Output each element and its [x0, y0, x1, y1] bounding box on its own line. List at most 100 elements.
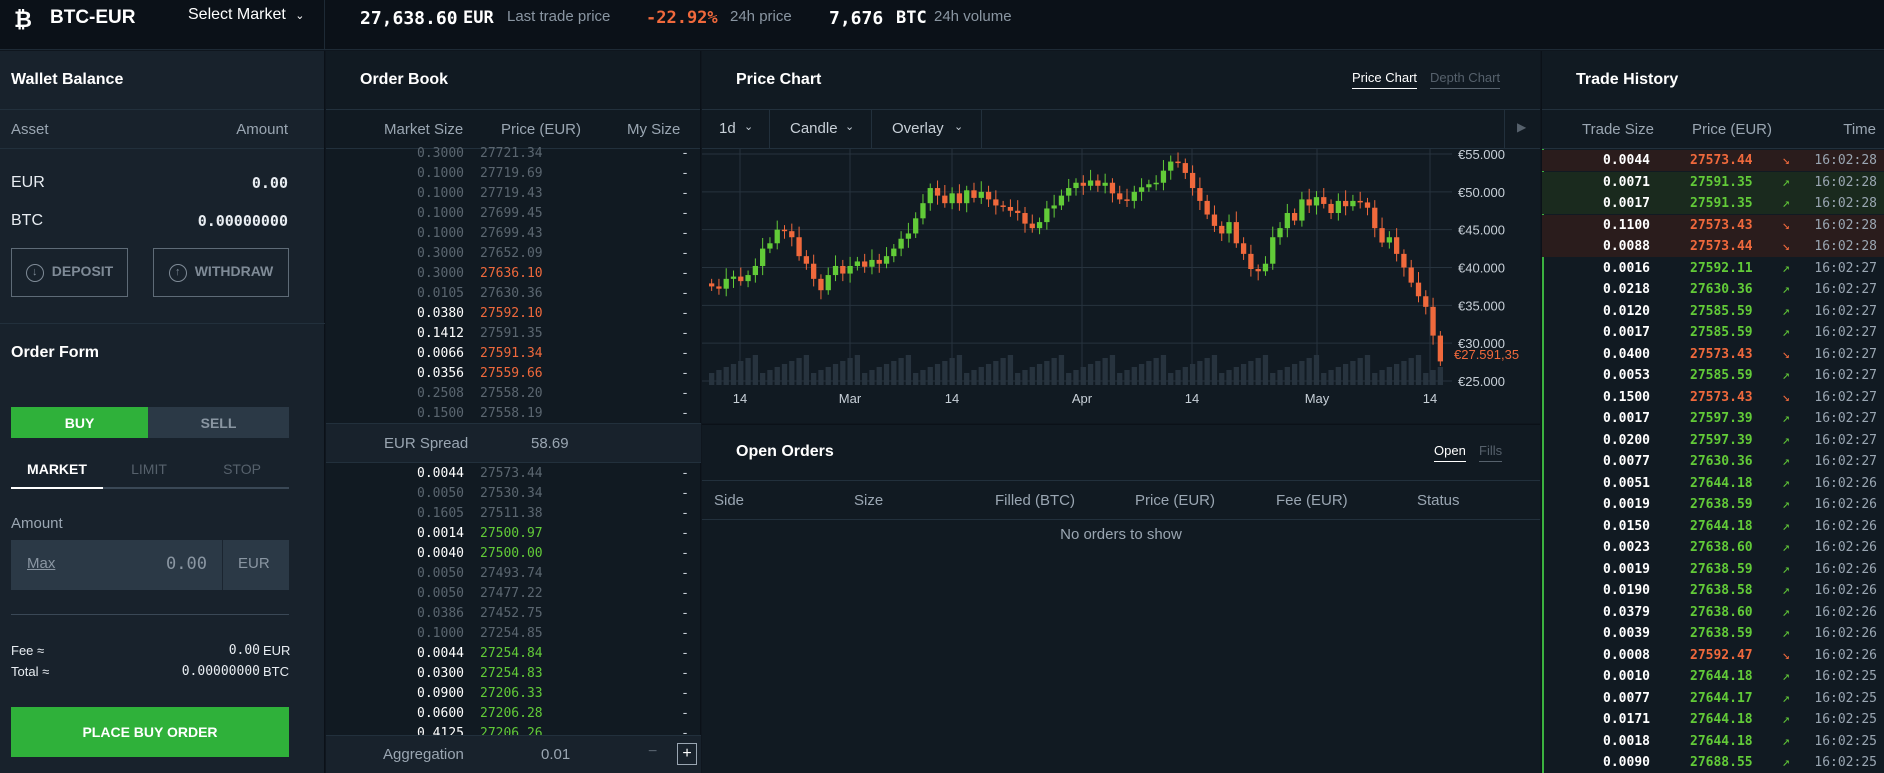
trade-row[interactable]: 0.0051 27644.18 ↗ 16:02:26 — [1542, 473, 1884, 494]
bid-row[interactable]: 0.1000 27254.85 - — [326, 623, 701, 643]
place-buy-order-button[interactable]: PLACE BUY ORDER — [11, 707, 289, 757]
bid-row[interactable]: 0.0014 27500.97 - — [326, 523, 701, 543]
trade-row[interactable]: 0.0400 27573.43 ↘ 16:02:27 — [1542, 344, 1884, 365]
trade-row[interactable]: 0.0010 27644.18 ↗ 16:02:25 — [1542, 666, 1884, 687]
tab-price-chart[interactable]: Price Chart — [1352, 70, 1418, 89]
tab-limit[interactable]: LIMIT — [131, 461, 167, 477]
trade-row[interactable]: 0.0120 27585.59 ↗ 16:02:27 — [1542, 301, 1884, 322]
trade-row[interactable]: 0.0017 27591.35 ↗ 16:02:28 — [1542, 193, 1884, 214]
amount-input[interactable]: 0.00 — [166, 554, 207, 574]
price: 27719.43 — [480, 186, 543, 201]
trade-row[interactable]: 0.0044 27573.44 ↘ 16:02:28 — [1542, 150, 1884, 171]
bid-row[interactable]: 0.0600 27206.28 - — [326, 703, 701, 723]
select-market-dropdown[interactable]: Select Market ⌄ — [188, 6, 304, 24]
tab-depth-chart[interactable]: Depth Chart — [1430, 70, 1501, 89]
deposit-button[interactable]: ↓ DEPOSIT — [11, 248, 128, 297]
total-currency: BTC — [263, 664, 289, 679]
bid-row[interactable]: 0.0044 27254.84 - — [326, 643, 701, 663]
trade-row[interactable]: 0.1100 27573.43 ↘ 16:02:28 — [1542, 214, 1884, 236]
trade-row[interactable]: 0.0150 27644.18 ↗ 16:02:26 — [1542, 516, 1884, 537]
candle-body — [1175, 161, 1181, 164]
candle-body — [876, 259, 882, 264]
bid-row[interactable]: 0.0050 27493.74 - — [326, 563, 701, 583]
trade-row[interactable]: 0.0077 27630.36 ↗ 16:02:27 — [1542, 451, 1884, 472]
trade-row[interactable]: 0.0379 27638.60 ↗ 16:02:26 — [1542, 602, 1884, 623]
trade-row[interactable]: 0.0018 27644.18 ↗ 16:02:25 — [1542, 731, 1884, 752]
max-link[interactable]: Max — [27, 555, 56, 572]
arrow-up-right-icon: ↗ — [1782, 561, 1790, 577]
trade-row[interactable]: 0.1500 27573.43 ↘ 16:02:27 — [1542, 387, 1884, 408]
trade-price: 27592.11 — [1690, 260, 1753, 276]
wallet-amount-eur: 0.00 — [251, 174, 288, 192]
bid-row[interactable]: 0.0050 27477.22 - — [326, 583, 701, 603]
price: 27630.36 — [480, 286, 543, 301]
candlestick-chart[interactable]: €55.000 €50.000 €45.000 €40.000 €35.000 €30.0… — [702, 149, 1540, 423]
price: 27592.10 — [480, 306, 543, 321]
ask-row[interactable]: 0.0380 27592.10 - — [326, 303, 701, 323]
aggregation-minus-button[interactable]: − — [648, 743, 658, 760]
tab-market[interactable]: MARKET — [27, 461, 87, 477]
ask-row[interactable]: 0.0066 27591.34 - — [326, 343, 701, 363]
interval-dropdown[interactable]: 1d ⌄ — [702, 110, 770, 148]
trade-price: 27638.59 — [1690, 626, 1753, 641]
candle-body — [934, 188, 941, 196]
bid-row[interactable]: 0.0040 27500.00 - — [326, 543, 701, 563]
sell-tab-button[interactable]: SELL — [148, 407, 289, 438]
trade-price: 27638.60 — [1690, 540, 1753, 555]
buy-tab-button[interactable]: BUY — [11, 407, 148, 438]
ask-row[interactable]: 0.0105 27630.36 - — [326, 283, 701, 303]
trade-row[interactable]: 0.0017 27597.39 ↗ 16:02:27 — [1542, 408, 1884, 429]
volume-bar — [1102, 358, 1108, 385]
trade-time: 16:02:26 — [1814, 626, 1877, 641]
trade-row[interactable]: 0.0053 27585.59 ↗ 16:02:27 — [1542, 365, 1884, 386]
tab-stop[interactable]: STOP — [223, 461, 261, 477]
bid-row[interactable]: 0.0044 27573.44 - — [326, 463, 701, 483]
trade-row[interactable]: 0.0071 27591.35 ↗ 16:02:28 — [1542, 171, 1884, 193]
bid-row[interactable]: 0.0386 27452.75 - — [326, 603, 701, 623]
trade-row[interactable]: 0.0016 27592.11 ↗ 16:02:27 — [1542, 258, 1884, 279]
trade-price: 27573.44 — [1690, 153, 1753, 168]
trade-row[interactable]: 0.0200 27597.39 ↗ 16:02:27 — [1542, 430, 1884, 451]
trade-row[interactable]: 0.0019 27638.59 ↗ 16:02:26 — [1542, 559, 1884, 580]
my-size: - — [681, 486, 689, 501]
bid-row[interactable]: 0.0900 27206.33 - — [326, 683, 701, 703]
withdraw-button[interactable]: ↑ WITHDRAW — [153, 248, 289, 297]
aggregation-plus-button[interactable]: + — [677, 743, 697, 765]
ask-row[interactable]: 0.3000 27721.34 - — [326, 143, 701, 163]
trade-row[interactable]: 0.0190 27638.58 ↗ 16:02:26 — [1542, 580, 1884, 601]
trade-row[interactable]: 0.0008 27592.47 ↘ 16:02:26 — [1542, 645, 1884, 666]
fee-label: Fee ≈ — [11, 643, 45, 658]
ask-row[interactable]: 0.1000 27699.43 - — [326, 223, 701, 243]
trade-row[interactable]: 0.0090 27688.55 ↗ 16:02:25 — [1542, 752, 1884, 773]
ask-row[interactable]: 0.1000 27719.69 - — [326, 163, 701, 183]
trade-row[interactable]: 0.0077 27644.17 ↗ 16:02:25 — [1542, 688, 1884, 709]
tab-open[interactable]: Open — [1434, 443, 1466, 462]
candle-body — [883, 256, 890, 264]
bid-row[interactable]: 0.1605 27511.38 - — [326, 503, 701, 523]
volume-bar — [1248, 361, 1254, 385]
overlay-dropdown[interactable]: Overlay ⌄ — [872, 110, 982, 148]
bid-row[interactable]: 0.0300 27254.83 - — [326, 663, 701, 683]
ask-row[interactable]: 0.3000 27652.09 - — [326, 243, 701, 263]
bid-row[interactable]: 0.0050 27530.34 - — [326, 483, 701, 503]
ask-row[interactable]: 0.2508 27558.20 - — [326, 383, 701, 403]
tab-fills[interactable]: Fills — [1479, 443, 1503, 462]
ask-row[interactable]: 0.1000 27699.45 - — [326, 203, 701, 223]
play-button[interactable]: ▶ — [1504, 110, 1540, 148]
ask-row[interactable]: 0.1000 27719.43 - — [326, 183, 701, 203]
trade-size: 0.0077 — [1603, 690, 1650, 706]
volume-bar — [1350, 361, 1356, 385]
trade-row[interactable]: 0.0171 27644.18 ↗ 16:02:25 — [1542, 709, 1884, 730]
trade-row[interactable]: 0.0019 27638.59 ↗ 16:02:26 — [1542, 494, 1884, 515]
trade-row[interactable]: 0.0023 27638.60 ↗ 16:02:26 — [1542, 537, 1884, 558]
trade-row[interactable]: 0.0218 27630.36 ↗ 16:02:27 — [1542, 279, 1884, 300]
ask-row[interactable]: 0.0356 27559.66 - — [326, 363, 701, 383]
volume-bar — [1430, 370, 1436, 385]
chart-style-dropdown[interactable]: Candle ⌄ — [770, 110, 872, 148]
trade-row[interactable]: 0.0088 27573.44 ↘ 16:02:28 — [1542, 236, 1884, 257]
ask-row[interactable]: 0.3000 27636.10 - — [326, 263, 701, 283]
ask-row[interactable]: 0.1412 27591.35 - — [326, 323, 701, 343]
trade-row[interactable]: 0.0017 27585.59 ↗ 16:02:27 — [1542, 322, 1884, 343]
ask-row[interactable]: 0.1500 27558.19 - — [326, 403, 701, 423]
trade-row[interactable]: 0.0039 27638.59 ↗ 16:02:26 — [1542, 623, 1884, 644]
